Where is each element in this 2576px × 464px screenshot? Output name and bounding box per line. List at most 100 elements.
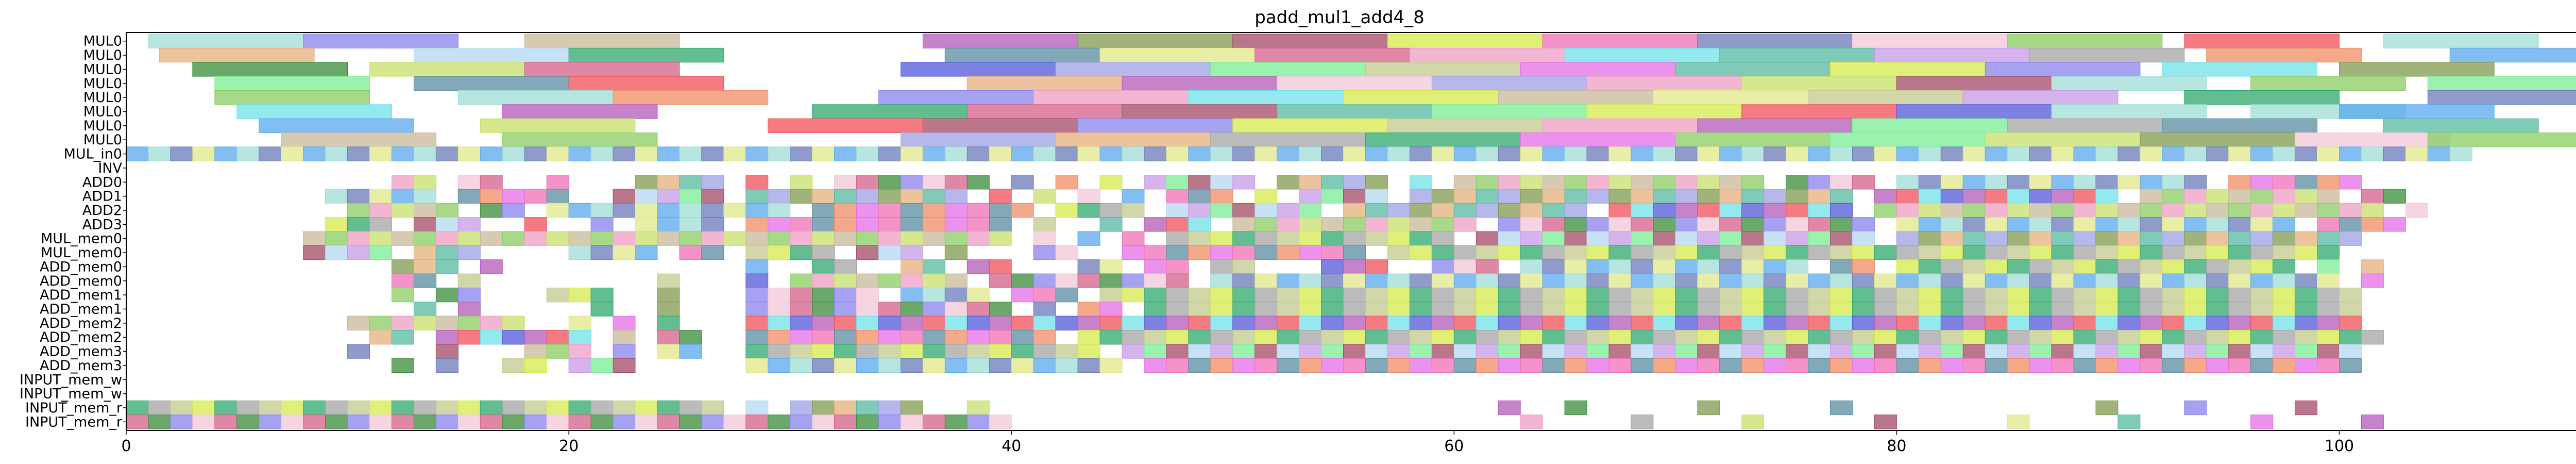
task-cell: [325, 189, 348, 204]
y-tick-label: ADD_mem0: [40, 273, 122, 289]
task-cell: [967, 231, 990, 246]
task-cell: [856, 146, 879, 161]
task-cell: [2162, 316, 2185, 331]
task-cell: [1321, 175, 1344, 190]
task-cell: [2250, 217, 2274, 232]
mul-bar: [2250, 76, 2406, 91]
task-cell: [1764, 217, 1787, 232]
mul-bar: [2007, 118, 2163, 133]
task-cell: [502, 358, 525, 373]
task-cell: [1741, 245, 1765, 260]
task-cell: [568, 316, 591, 331]
task-cell: [1808, 330, 1831, 345]
task-cell: [1542, 316, 1565, 331]
task-cell: [1586, 259, 1609, 274]
task-cell: [900, 217, 923, 232]
task-cell: [546, 415, 569, 429]
task-cell: [834, 344, 857, 359]
mul-bar: [768, 118, 923, 133]
task-cell: [2095, 259, 2119, 274]
task-cell: [1099, 175, 1123, 190]
task-cell: [1764, 358, 1787, 373]
task-cell: [1962, 231, 1986, 246]
task-cell: [2383, 146, 2406, 161]
task-cell: [1808, 302, 1831, 317]
task-cell: [2140, 330, 2163, 345]
task-cell: [2228, 316, 2251, 331]
mul-bar: [1232, 34, 1388, 48]
mul-bar: [1520, 62, 1676, 77]
task-cell: [2117, 330, 2141, 345]
task-cell: [1166, 316, 1189, 331]
task-cell: [701, 415, 724, 429]
task-cell: [1188, 203, 1211, 218]
task-cell: [1431, 245, 1454, 260]
task-cell: [502, 400, 525, 416]
task-cell: [2095, 245, 2119, 260]
task-cell: [1321, 344, 1344, 359]
task-cell: [1542, 287, 1565, 303]
task-cell: [1365, 189, 1388, 204]
task-cell: [2117, 175, 2141, 190]
task-cell: [878, 146, 901, 161]
task-cell: [2029, 273, 2052, 288]
task-cell: [790, 344, 813, 359]
task-cell: [613, 231, 636, 246]
task-cell: [1741, 231, 1765, 246]
task-cell: [834, 273, 857, 288]
task-cell: [2162, 146, 2185, 161]
task-cell: [1498, 400, 1521, 416]
task-cell: [2051, 217, 2074, 232]
task-cell: [1896, 231, 1919, 246]
task-cell: [2029, 358, 2052, 373]
task-cell: [2250, 302, 2274, 317]
task-cell: [679, 189, 702, 204]
task-cell: [2073, 344, 2096, 359]
task-cell: [1608, 217, 1632, 232]
task-cell: [967, 358, 990, 373]
task-cell: [568, 330, 591, 345]
task-cell: [635, 146, 658, 161]
task-cell: [1343, 217, 1366, 232]
task-cell: [1697, 203, 1720, 218]
task-cell: [2228, 175, 2251, 190]
mul-bar: [1985, 62, 2141, 77]
task-cell: [2051, 259, 2074, 274]
task-cell: [2228, 203, 2251, 218]
task-cell: [1033, 358, 1056, 373]
task-cell: [502, 330, 525, 345]
task-cell: [2073, 175, 2096, 190]
task-cell: [457, 217, 481, 232]
task-cell: [1099, 217, 1123, 232]
task-cell: [1874, 287, 1897, 303]
task-cell: [1520, 217, 1543, 232]
task-cell: [1786, 189, 1809, 204]
task-cell: [457, 273, 481, 288]
task-cell: [2051, 175, 2074, 190]
task-cell: [2317, 203, 2340, 218]
task-cell: [1786, 344, 1809, 359]
task-cell: [347, 316, 370, 331]
task-cell: [2007, 259, 2030, 274]
task-cell: [2250, 415, 2274, 429]
task-cell: [1764, 287, 1787, 303]
task-cell: [745, 175, 769, 190]
task-cell: [812, 259, 835, 274]
y-tick-label: MUL_mem0: [41, 231, 122, 247]
task-cell: [1055, 358, 1078, 373]
task-cell: [1940, 358, 1963, 373]
task-cell: [1277, 302, 1300, 317]
task-cell: [2162, 203, 2185, 218]
task-cell: [1542, 273, 1565, 288]
task-cell: [1476, 316, 1499, 331]
mul-bar: [1122, 76, 1278, 91]
task-cell: [1210, 358, 1233, 373]
task-cell: [1343, 302, 1366, 317]
task-cell: [1830, 146, 1853, 161]
task-cell: [989, 358, 1012, 373]
task-cell: [1365, 273, 1388, 288]
task-cell: [1985, 358, 2008, 373]
task-cell: [1808, 217, 1831, 232]
task-cell: [1741, 217, 1765, 232]
task-cell: [1808, 245, 1831, 260]
